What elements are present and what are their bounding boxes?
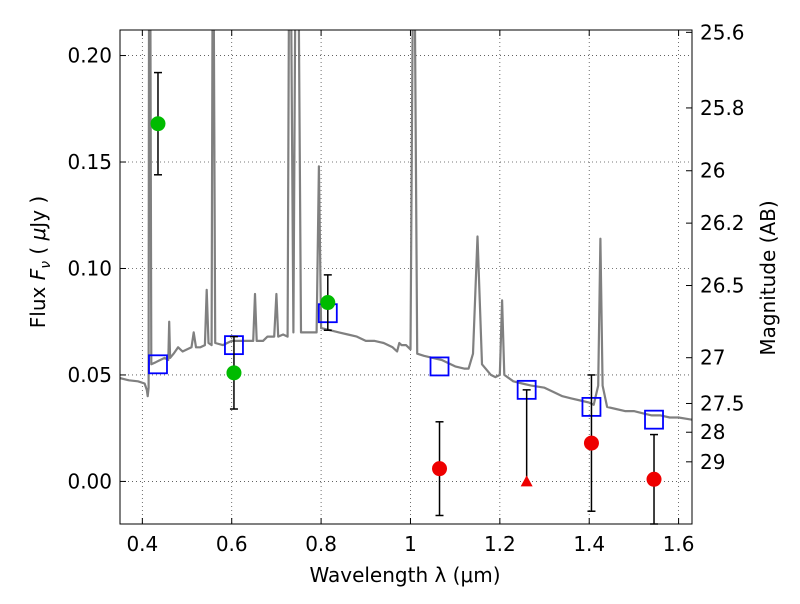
ticks-layer: 0.4 0.6 0.8 1 1.2 1.4 1.6 0.00 0.05 0.10 0.15 0.20 2… — [67, 20, 744, 556]
y-label-part-f: F — [26, 268, 50, 280]
model-flux-square — [148, 354, 168, 375]
mag-tick-label: 25.6 — [700, 20, 745, 44]
nondetection-point — [583, 435, 599, 451]
y-axis-label-right: Magnitude (AB) — [756, 200, 780, 355]
x-tick-label: 0.8 — [305, 532, 337, 556]
x-tick-label: 0.4 — [126, 532, 158, 556]
y-label-part-nu: ν — [38, 261, 54, 269]
mag-tick-label: 28 — [700, 420, 725, 444]
mag-tick-label: 27 — [700, 346, 725, 370]
x-tick-label: 1.4 — [573, 532, 605, 556]
model-flux-square — [644, 409, 664, 430]
y-tick-label: 0.15 — [67, 150, 112, 174]
plot-frame — [119, 29, 693, 525]
mag-tick-label: 26.5 — [700, 274, 745, 298]
detection-point — [150, 116, 166, 132]
detection-point — [226, 365, 242, 381]
y-tick-label: 0.20 — [67, 44, 112, 68]
y-label-part-mu: μ — [26, 228, 50, 242]
y-tick-label: 0.00 — [67, 469, 112, 493]
nondetection-point — [432, 461, 448, 477]
mag-tick-label: 26.2 — [700, 211, 745, 235]
y-label-part-open: ( — [26, 240, 50, 261]
x-tick-label: 0.6 — [216, 532, 248, 556]
points-layer — [148, 71, 664, 525]
mag-tick-label: 26 — [700, 159, 725, 183]
detection-point — [320, 295, 336, 311]
model-flux-square — [429, 356, 450, 377]
mag-tick-label: 25.8 — [700, 96, 745, 120]
upper-limit-triangle — [520, 475, 533, 487]
x-tick-label: 1.2 — [484, 532, 516, 556]
mag-tick-label: 27.5 — [700, 391, 745, 415]
y-tick-label: 0.10 — [67, 256, 112, 280]
mag-tick-label: 29 — [700, 450, 725, 474]
spectrum-layer — [120, 30, 692, 421]
y-label-part-flux: Flux — [26, 280, 50, 328]
nondetection-point — [646, 471, 662, 487]
y-axis-label-left: Flux Fν ( μJy ) — [26, 196, 54, 328]
x-tick-label: 1 — [404, 532, 417, 556]
y-label-part-unit: Jy ) — [26, 196, 50, 230]
grid-layer — [120, 30, 692, 524]
model-spectrum-line — [120, 30, 692, 421]
y-tick-label: 0.05 — [67, 363, 112, 387]
x-tick-label: 1.6 — [663, 532, 695, 556]
x-axis-label: Wavelength λ (μm) — [309, 563, 500, 587]
